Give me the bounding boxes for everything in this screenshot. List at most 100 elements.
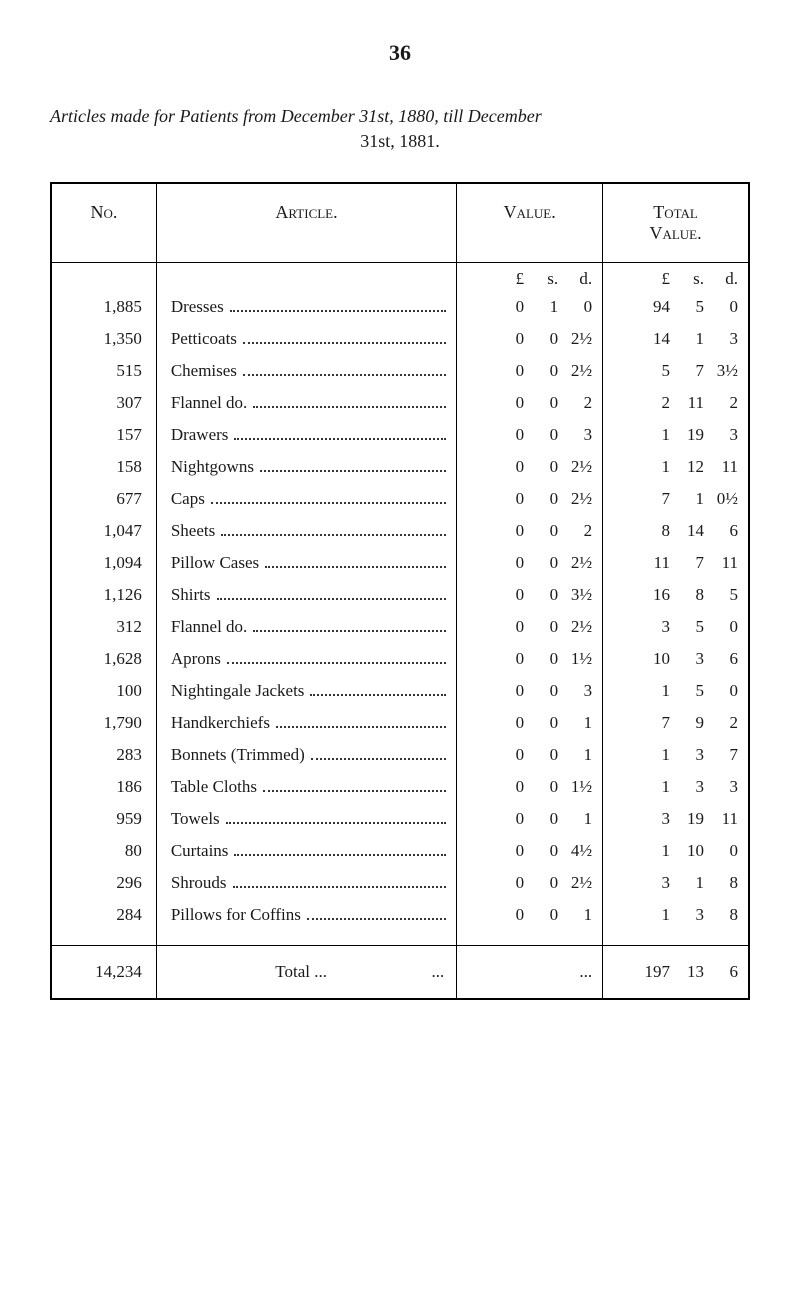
table-row: 1,047 Sheets 0028146: [51, 515, 749, 547]
cell-no: 1,126: [51, 579, 156, 611]
cell-no: 307: [51, 387, 156, 419]
article-name: Handkerchiefs: [171, 713, 270, 733]
cell-value: 002½: [457, 483, 603, 515]
leader-dots: [233, 877, 447, 888]
leader-dots: [211, 493, 446, 504]
cell-value: 002½: [457, 355, 603, 387]
cell-total-value: 138: [603, 899, 749, 931]
cell-no: 100: [51, 675, 156, 707]
table-title-line1: Articles made for Patients from December…: [50, 106, 750, 127]
cell-total-value: 2112: [603, 387, 749, 419]
cell-article: Sheets: [156, 515, 456, 547]
cell-value: 003: [457, 419, 603, 451]
article-name: Dresses: [171, 297, 224, 317]
cell-article: Drawers: [156, 419, 456, 451]
cell-value: 010: [457, 291, 603, 323]
col-header-value: Value.: [457, 183, 603, 263]
cell-value: 002½: [457, 547, 603, 579]
cell-article: Bonnets (Trimmed): [156, 739, 456, 771]
cell-value: 002: [457, 515, 603, 547]
leader-dots: [253, 621, 446, 632]
cell-no: 959: [51, 803, 156, 835]
cell-value: 001: [457, 803, 603, 835]
leader-dots: [234, 429, 446, 440]
unit-pound: £: [486, 269, 524, 289]
leader-dots: [226, 813, 447, 824]
cell-total-value: 31911: [603, 803, 749, 835]
table-row: 1,628Aprons001½1036: [51, 643, 749, 675]
article-name: Flannel do.: [171, 393, 248, 413]
article-name: Curtains: [171, 841, 229, 861]
unit-pence: d.: [704, 269, 738, 289]
article-name: Pillow Cases: [171, 553, 259, 573]
unit-pence: d.: [558, 269, 592, 289]
cell-no: 677: [51, 483, 156, 515]
cell-value: 002: [457, 387, 603, 419]
article-name: Caps: [171, 489, 205, 509]
cell-no: 284: [51, 899, 156, 931]
leader-dots: [263, 781, 446, 792]
page-number: 36: [50, 40, 750, 66]
cell-article: Pillow Cases: [156, 547, 456, 579]
leader-dots: [276, 717, 446, 728]
table-row: 1,126 Shirts 003½1685: [51, 579, 749, 611]
unit-shilling: s.: [524, 269, 558, 289]
table-row: 80Curtains004½1100: [51, 835, 749, 867]
cell-total-value: 573½: [603, 355, 749, 387]
articles-table: No. Article. Value. Total Value. £ s. d.: [50, 182, 750, 1000]
cell-total-value: 9450: [603, 291, 749, 323]
unit-shilling: s.: [670, 269, 704, 289]
cell-no: 1,350: [51, 323, 156, 355]
cell-article: Flannel do.: [156, 387, 456, 419]
cell-value: 001½: [457, 771, 603, 803]
cell-value: 002½: [457, 867, 603, 899]
article-name: Towels: [171, 809, 220, 829]
leader-dots: [253, 397, 446, 408]
leader-dots: [243, 333, 446, 344]
col-header-no: No.: [51, 183, 156, 263]
cell-total-value: 1685: [603, 579, 749, 611]
cell-total-value: 1036: [603, 643, 749, 675]
cell-value: 002½: [457, 323, 603, 355]
table-title-line2: 31st, 1881.: [50, 131, 750, 152]
table-row: 284Pillows for Coffins001138: [51, 899, 749, 931]
leader-dots: [243, 365, 446, 376]
cell-total-value: 150: [603, 675, 749, 707]
cell-no: 1,047: [51, 515, 156, 547]
col-header-total-value: Total Value.: [603, 183, 749, 263]
cell-article: Towels: [156, 803, 456, 835]
total-no: 14,234: [51, 946, 156, 1000]
article-name: Chemises: [171, 361, 237, 381]
table-row: 312Flannel do.002½350: [51, 611, 749, 643]
article-name: Shirts: [171, 585, 211, 605]
table-row: 186Table Cloths001½133: [51, 771, 749, 803]
article-name: Sheets: [171, 521, 215, 541]
leader-dots: [227, 653, 446, 664]
cell-article: Table Cloths: [156, 771, 456, 803]
cell-no: 283: [51, 739, 156, 771]
cell-total-value: 8146: [603, 515, 749, 547]
leader-dots: [230, 301, 447, 312]
cell-no: 296: [51, 867, 156, 899]
cell-value: 002½: [457, 611, 603, 643]
cell-article: Shrouds: [156, 867, 456, 899]
total-row: 14,234Total .........197136: [51, 946, 749, 1000]
table-row: 677Caps002½710½: [51, 483, 749, 515]
article-name: Petticoats: [171, 329, 237, 349]
cell-total-value: 11211: [603, 451, 749, 483]
total-label: Total ......: [156, 946, 456, 1000]
table-row: 1,885Dresses0109450: [51, 291, 749, 323]
cell-total-value: 318: [603, 867, 749, 899]
cell-no: 158: [51, 451, 156, 483]
cell-value: 003½: [457, 579, 603, 611]
cell-value: 001: [457, 707, 603, 739]
cell-article: Handkerchiefs: [156, 707, 456, 739]
article-name: Table Cloths: [171, 777, 257, 797]
leader-dots: [265, 557, 446, 568]
cell-no: 1,094: [51, 547, 156, 579]
total-value-cell: ...: [457, 946, 603, 1000]
cell-article: Pillows for Coffins: [156, 899, 456, 931]
table-row: 1,094Pillow Cases002½11711: [51, 547, 749, 579]
col-header-total-l2: Value.: [611, 223, 740, 244]
leader-dots: [234, 845, 446, 856]
